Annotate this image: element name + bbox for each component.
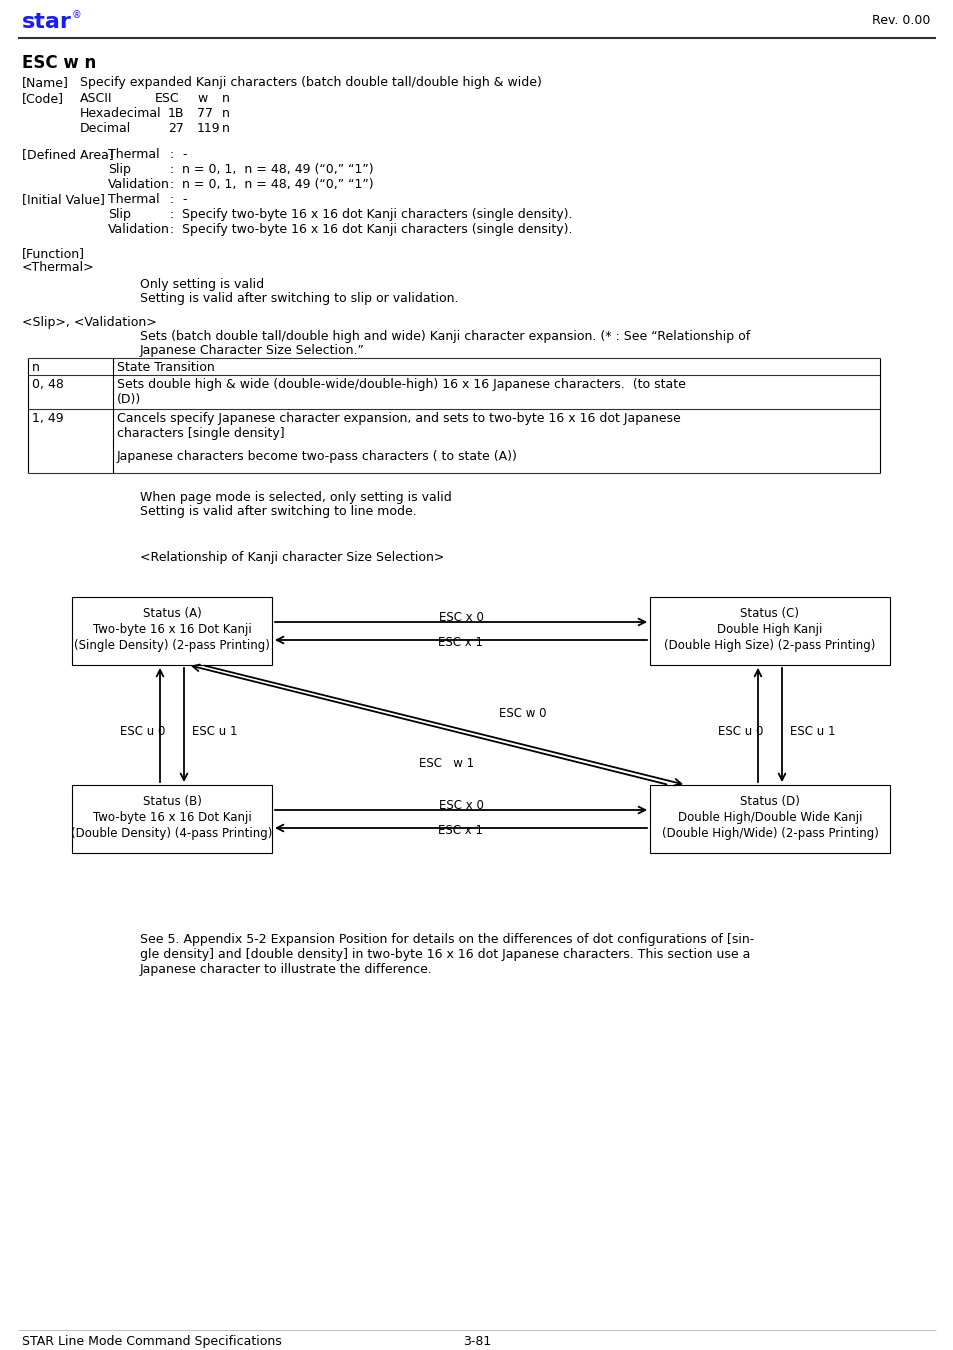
Text: [Name]: [Name] — [22, 76, 69, 89]
Text: 119: 119 — [196, 122, 220, 135]
Text: Setting is valid after switching to slip or validation.: Setting is valid after switching to slip… — [140, 292, 458, 305]
Text: (Double High/Wide) (2-pass Printing): (Double High/Wide) (2-pass Printing) — [660, 828, 878, 840]
Text: ESC u 0: ESC u 0 — [120, 725, 165, 738]
Text: STAR Line Mode Command Specifications: STAR Line Mode Command Specifications — [22, 1335, 281, 1349]
Text: <Slip>, <Validation>: <Slip>, <Validation> — [22, 316, 156, 329]
Text: Japanese character to illustrate the difference.: Japanese character to illustrate the dif… — [140, 963, 433, 976]
Text: Thermal: Thermal — [108, 193, 159, 207]
Text: Validation: Validation — [108, 178, 170, 190]
Text: n: n — [32, 360, 40, 374]
Text: Two-byte 16 x 16 Dot Kanji: Two-byte 16 x 16 Dot Kanji — [92, 811, 251, 824]
Text: Slip: Slip — [108, 163, 131, 176]
Text: :: : — [170, 178, 174, 190]
Text: Two-byte 16 x 16 Dot Kanji: Two-byte 16 x 16 Dot Kanji — [92, 622, 251, 636]
Text: <Thermal>: <Thermal> — [22, 261, 94, 274]
Text: Decimal: Decimal — [80, 122, 132, 135]
Text: 0, 48: 0, 48 — [32, 378, 64, 392]
Text: ESC u 1: ESC u 1 — [192, 725, 237, 738]
Text: ESC w n: ESC w n — [22, 54, 96, 72]
Text: <Relationship of Kanji character Size Selection>: <Relationship of Kanji character Size Se… — [140, 551, 444, 564]
Text: Hexadecimal: Hexadecimal — [80, 107, 161, 120]
Text: :: : — [170, 163, 174, 176]
Bar — [649, 784, 889, 853]
Text: ESC w 0: ESC w 0 — [498, 707, 546, 720]
Bar — [71, 784, 272, 853]
Text: Status (A): Status (A) — [143, 608, 201, 620]
Text: Specify two-byte 16 x 16 dot Kanji characters (single density).: Specify two-byte 16 x 16 dot Kanji chara… — [182, 208, 572, 221]
Text: Status (D): Status (D) — [740, 795, 800, 809]
Text: Specify expanded Kanji characters (batch double tall/double high & wide): Specify expanded Kanji characters (batch… — [80, 76, 541, 89]
Text: Sets double high & wide (double-wide/double-high) 16 x 16 Japanese characters.  : Sets double high & wide (double-wide/dou… — [117, 378, 685, 392]
Text: w: w — [196, 92, 207, 105]
Text: ESC x 1: ESC x 1 — [438, 824, 483, 837]
Text: n = 0, 1,  n = 48, 49 (“0,” “1”): n = 0, 1, n = 48, 49 (“0,” “1”) — [182, 163, 374, 176]
Text: n: n — [222, 122, 230, 135]
Text: n = 0, 1,  n = 48, 49 (“0,” “1”): n = 0, 1, n = 48, 49 (“0,” “1”) — [182, 178, 374, 190]
Text: :: : — [170, 148, 174, 161]
Text: 3-81: 3-81 — [462, 1335, 491, 1349]
Text: ESC   w 1: ESC w 1 — [418, 757, 474, 769]
Text: Double High Kanji: Double High Kanji — [717, 622, 821, 636]
Text: :: : — [170, 223, 174, 236]
Text: Status (B): Status (B) — [142, 795, 201, 809]
Text: :: : — [170, 208, 174, 221]
Text: [Defined Area]: [Defined Area] — [22, 148, 113, 161]
Bar — [71, 597, 272, 666]
Text: :: : — [170, 193, 174, 207]
Text: 1B: 1B — [168, 107, 184, 120]
Text: State Transition: State Transition — [117, 360, 214, 374]
Text: Sets (batch double tall/double high and wide) Kanji character expansion. (* : Se: Sets (batch double tall/double high and … — [140, 329, 749, 343]
Text: ESC x 0: ESC x 0 — [438, 799, 483, 811]
Text: Rev. 0.00: Rev. 0.00 — [871, 14, 929, 27]
Text: 77: 77 — [196, 107, 213, 120]
Text: n: n — [222, 107, 230, 120]
Text: Japanese Character Size Selection.”: Japanese Character Size Selection.” — [140, 344, 364, 356]
Text: Setting is valid after switching to line mode.: Setting is valid after switching to line… — [140, 505, 416, 518]
Text: Status (C): Status (C) — [740, 608, 799, 620]
Text: Specify two-byte 16 x 16 dot Kanji characters (single density).: Specify two-byte 16 x 16 dot Kanji chara… — [182, 223, 572, 236]
Text: Validation: Validation — [108, 223, 170, 236]
Text: ®: ® — [71, 9, 82, 20]
Text: Japanese characters become two-pass characters ( to state (A)): Japanese characters become two-pass char… — [117, 450, 517, 463]
Text: (D)): (D)) — [117, 393, 141, 406]
Text: See 5. Appendix 5-2 Expansion Position for details on the differences of dot con: See 5. Appendix 5-2 Expansion Position f… — [140, 933, 754, 946]
Text: (Double Density) (4-pass Printing): (Double Density) (4-pass Printing) — [71, 828, 273, 840]
Text: Only setting is valid: Only setting is valid — [140, 278, 264, 292]
Text: ASCII: ASCII — [80, 92, 112, 105]
Text: ESC x 1: ESC x 1 — [438, 636, 483, 649]
Text: ESC x 0: ESC x 0 — [438, 612, 483, 624]
Text: 1, 49: 1, 49 — [32, 412, 64, 425]
Text: [Initial Value]: [Initial Value] — [22, 193, 105, 207]
Text: (Double High Size) (2-pass Printing): (Double High Size) (2-pass Printing) — [663, 639, 875, 652]
Text: When page mode is selected, only setting is valid: When page mode is selected, only setting… — [140, 491, 452, 504]
Text: gle density] and [double density] in two-byte 16 x 16 dot Japanese characters. T: gle density] and [double density] in two… — [140, 948, 750, 961]
Text: Slip: Slip — [108, 208, 131, 221]
Text: Double High/Double Wide Kanji: Double High/Double Wide Kanji — [677, 811, 862, 824]
Text: [Code]: [Code] — [22, 92, 64, 105]
Text: characters [single density]: characters [single density] — [117, 427, 284, 440]
Text: [Function]: [Function] — [22, 247, 85, 261]
Text: Thermal: Thermal — [108, 148, 159, 161]
Text: -: - — [182, 148, 186, 161]
Text: star: star — [22, 12, 71, 32]
Text: 27: 27 — [168, 122, 184, 135]
Text: n: n — [222, 92, 230, 105]
Text: ESC u 0: ESC u 0 — [718, 725, 762, 738]
Text: (Single Density) (2-pass Printing): (Single Density) (2-pass Printing) — [74, 639, 270, 652]
Text: ESC u 1: ESC u 1 — [789, 725, 835, 738]
Text: -: - — [182, 193, 186, 207]
Text: ESC: ESC — [154, 92, 179, 105]
Text: Cancels specify Japanese character expansion, and sets to two-byte 16 x 16 dot J: Cancels specify Japanese character expan… — [117, 412, 680, 425]
Bar — [649, 597, 889, 666]
